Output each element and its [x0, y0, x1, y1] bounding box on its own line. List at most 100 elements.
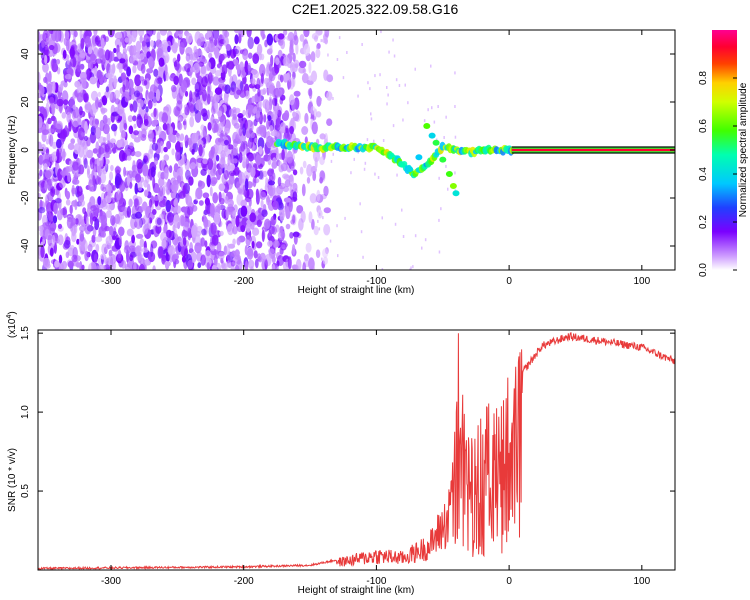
noise-blob: [311, 218, 315, 230]
noise-speck: [431, 106, 433, 110]
noise-speck: [366, 138, 369, 142]
noise-blob: [180, 206, 188, 213]
noise-blob: [53, 202, 58, 215]
signal-branch-blob: [423, 123, 431, 129]
noise-blob: [102, 186, 107, 192]
noise-blob: [102, 54, 106, 63]
noise-blob: [153, 78, 159, 92]
noise-blob: [49, 134, 54, 147]
noise-blob: [158, 200, 167, 208]
noise-blob: [43, 76, 48, 83]
noise-blob: [79, 77, 87, 83]
noise-blob: [114, 38, 123, 48]
noise-blob: [201, 228, 207, 236]
noise-blob: [209, 186, 213, 197]
noise-speck: [337, 254, 339, 258]
noise-blob: [235, 215, 240, 228]
noise-blob: [38, 71, 41, 83]
noise-blob: [161, 39, 168, 49]
noise-blob: [142, 163, 149, 177]
noise-blob: [84, 30, 92, 38]
noise-blob: [302, 262, 307, 270]
noise-blob: [127, 115, 133, 123]
noise-blob: [244, 178, 249, 191]
noise-blob: [239, 146, 242, 154]
noise-blob: [159, 30, 168, 36]
snr-scale-label: (x104): [6, 311, 18, 338]
noise-blob: [204, 197, 210, 206]
noise-blob: [90, 53, 96, 61]
noise-blob: [238, 152, 243, 164]
noise-blob: [130, 149, 136, 157]
noise-blob: [291, 244, 296, 255]
noise-blob: [133, 137, 141, 143]
noise-blob: [135, 245, 142, 257]
noise-blob: [42, 32, 47, 40]
noise-blob: [308, 257, 315, 270]
noise-blob: [202, 158, 209, 165]
noise-blob: [106, 132, 111, 143]
noise-blob: [231, 215, 236, 228]
noise-blob: [292, 76, 296, 88]
noise-blob: [124, 94, 130, 103]
noise-speck: [332, 97, 334, 100]
noise-blob: [322, 248, 329, 258]
noise-blob: [158, 57, 165, 67]
noise-blob: [169, 126, 173, 135]
snr-series-line: [38, 332, 675, 570]
noise-speck: [445, 115, 447, 119]
noise-blob: [223, 127, 231, 134]
noise-blob: [251, 69, 258, 75]
noise-blob: [144, 112, 149, 122]
noise-blob: [293, 234, 298, 245]
noise-blob: [272, 240, 280, 248]
noise-blob: [182, 120, 187, 126]
noise-blob: [195, 189, 199, 202]
noise-blob: [39, 169, 43, 177]
colorbar-tick-label: 0.0: [698, 263, 709, 277]
noise-blob: [40, 143, 46, 153]
noise-blob: [52, 81, 56, 93]
noise-blob: [74, 199, 78, 211]
noise-blob: [273, 104, 277, 112]
noise-blob: [132, 115, 137, 122]
noise-blob: [197, 180, 203, 187]
noise-blob: [200, 66, 207, 78]
noise-blob: [267, 115, 272, 121]
noise-blob: [114, 213, 121, 225]
noise-blob: [279, 226, 284, 233]
noise-blob: [287, 62, 293, 68]
noise-blob: [215, 101, 219, 114]
noise-speck: [404, 83, 406, 87]
noise-blob: [161, 112, 168, 124]
colorbar-tick-label: 0.8: [698, 71, 709, 85]
noise-blob: [171, 255, 176, 262]
noise-blob: [184, 63, 192, 73]
noise-blob: [271, 263, 276, 270]
noise-blob: [301, 126, 309, 135]
noise-blob: [280, 38, 286, 50]
noise-speck: [438, 176, 440, 180]
noise-speck: [344, 216, 346, 220]
noise-blob: [287, 127, 293, 140]
noise-blob: [159, 140, 164, 154]
noise-blob: [79, 230, 84, 242]
noise-blob: [202, 89, 207, 102]
noise-blob: [247, 259, 255, 269]
noise-blob: [94, 218, 100, 231]
noise-blob: [182, 237, 187, 246]
noise-blob: [266, 33, 274, 46]
noise-blob: [115, 31, 123, 40]
noise-blob: [104, 225, 111, 232]
noise-blob: [256, 77, 261, 90]
noise-blob: [284, 179, 291, 188]
noise-blob: [173, 214, 180, 222]
noise-blob: [228, 108, 234, 117]
noise-blob: [142, 224, 149, 235]
noise-blob: [194, 88, 200, 98]
noise-blob: [99, 119, 105, 132]
noise-blob: [100, 231, 106, 238]
noise-blob: [48, 211, 52, 221]
snr-xlabel: Height of straight line (km): [298, 585, 415, 596]
noise-blob: [275, 57, 280, 65]
